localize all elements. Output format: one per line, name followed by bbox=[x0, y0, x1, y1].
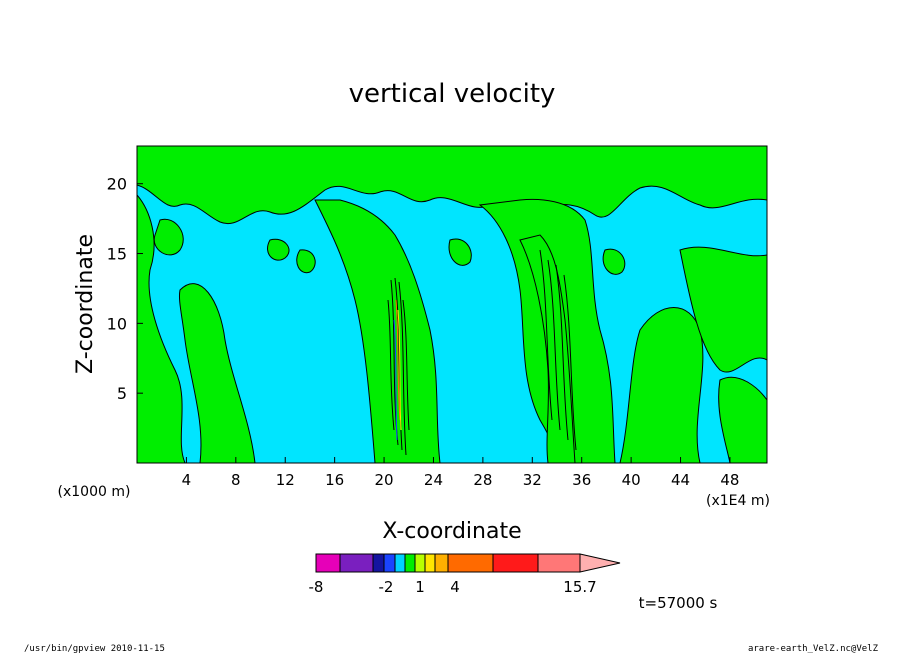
colorbar-segment-6 bbox=[414, 553, 426, 573]
y-tick-label-5: 5 bbox=[117, 384, 127, 403]
colorbar-label-2: 1 bbox=[415, 578, 425, 596]
x-unit-right: (x1E4 m) bbox=[706, 493, 770, 509]
x-tick-label-48: 48 bbox=[720, 471, 739, 489]
colorbar-segment-3 bbox=[383, 553, 396, 573]
x-tick-label-24: 24 bbox=[424, 471, 443, 489]
colorbar-segment-2 bbox=[372, 553, 385, 573]
footer-left: /usr/bin/gpview 2010-11-15 bbox=[24, 644, 165, 654]
colorbar-segment-10 bbox=[492, 553, 539, 573]
colorbar-label-0: -8 bbox=[309, 578, 324, 596]
x-tick-label-12: 12 bbox=[276, 471, 295, 489]
colorbar-arrow bbox=[579, 553, 621, 573]
colorbar-labels: -8 -2 1 4 15.7 bbox=[309, 578, 597, 596]
x-tick-label-4: 4 bbox=[182, 471, 192, 489]
footer-right: arare-earth_VelZ.nc@VelZ bbox=[748, 644, 879, 654]
colorbar bbox=[315, 553, 621, 573]
x-tick-label-36: 36 bbox=[572, 471, 591, 489]
y-tick-label-10: 10 bbox=[107, 314, 127, 333]
colorbar-label-3: 4 bbox=[450, 578, 460, 596]
colorbar-segment-5 bbox=[404, 553, 416, 573]
colorbar-segment-8 bbox=[434, 553, 449, 573]
x-axis: 4 8 12 16 20 24 28 32 36 40 44 48 bbox=[182, 457, 739, 489]
chart-title: vertical velocity bbox=[349, 79, 556, 109]
x-tick-label-40: 40 bbox=[622, 471, 641, 489]
y-tick-label-15: 15 bbox=[107, 245, 127, 264]
positive-regions bbox=[137, 146, 767, 463]
time-label: t=57000 s bbox=[639, 594, 718, 612]
colorbar-segment-4 bbox=[394, 553, 406, 573]
colorbar-segment-7 bbox=[424, 553, 436, 573]
y-axis-label: Z-coordinate bbox=[73, 234, 98, 374]
colorbar-label-4: 15.7 bbox=[563, 578, 596, 596]
x-tick-label-32: 32 bbox=[523, 471, 542, 489]
x-axis-label: X-coordinate bbox=[382, 519, 521, 544]
plot-frame bbox=[136, 145, 768, 464]
x-tick-label-28: 28 bbox=[473, 471, 492, 489]
contour-colored bbox=[393, 299, 402, 441]
x-tick-label-44: 44 bbox=[671, 471, 690, 489]
x-unit-left: (x1000 m) bbox=[58, 484, 131, 500]
y-tick-label-20: 20 bbox=[107, 175, 127, 194]
colorbar-segment-11 bbox=[537, 553, 581, 573]
x-tick-label-20: 20 bbox=[375, 471, 394, 489]
y-axis: 5 10 15 20 bbox=[107, 175, 143, 403]
colorbar-segment-9 bbox=[447, 553, 494, 573]
x-tick-label-16: 16 bbox=[325, 471, 344, 489]
colorbar-label-1: -2 bbox=[379, 578, 394, 596]
plot-area bbox=[137, 146, 767, 463]
x-tick-label-8: 8 bbox=[231, 471, 241, 489]
colorbar-segment-1 bbox=[339, 553, 374, 573]
colorbar-segment-0 bbox=[315, 553, 341, 573]
